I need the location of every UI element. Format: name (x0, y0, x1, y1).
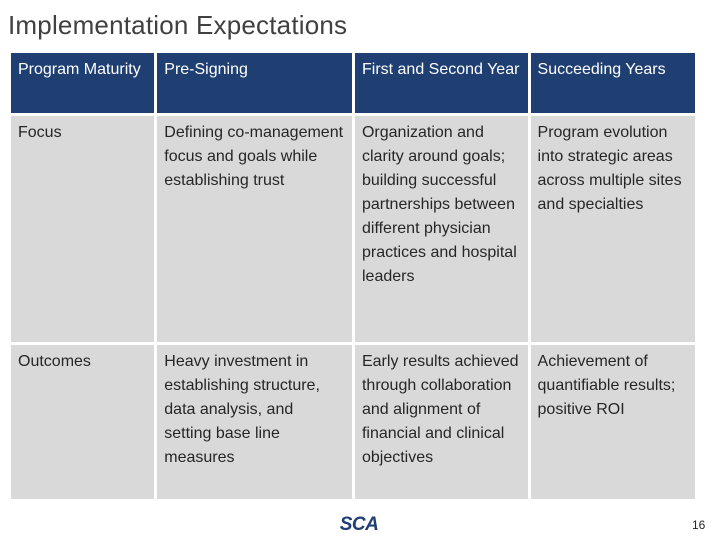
cell-outcomes-first-second-year: Early results achieved through collabora… (354, 345, 528, 499)
implementation-table: Program Maturity Pre-Signing First and S… (8, 50, 698, 502)
row-label-focus: Focus (11, 116, 155, 342)
cell-focus-succeeding-years: Program evolution into strategic areas a… (530, 116, 695, 342)
logo-text: SCA (340, 514, 379, 533)
cell-focus-first-second-year: Organization and clarity around goals; b… (354, 116, 528, 342)
sca-logo: SCA (340, 514, 379, 533)
cell-outcomes-succeeding-years: Achievement of quantifiable results; pos… (530, 345, 695, 499)
cell-outcomes-pre-signing: Heavy investment in establishing structu… (157, 345, 352, 499)
table-header-row: Program Maturity Pre-Signing First and S… (11, 53, 695, 113)
row-label-outcomes: Outcomes (11, 345, 155, 499)
header-pre-signing: Pre-Signing (157, 53, 352, 113)
page-number: 16 (692, 518, 706, 532)
header-first-second-year: First and Second Year (354, 53, 528, 113)
header-succeeding-years: Succeeding Years (530, 53, 695, 113)
table-row-focus: Focus Defining co-management focus and g… (11, 116, 695, 342)
cell-focus-pre-signing: Defining co-management focus and goals w… (157, 116, 352, 342)
slide-title: Implementation Expectations (8, 10, 348, 40)
header-program-maturity: Program Maturity (11, 53, 155, 113)
table-row-outcomes: Outcomes Heavy investment in establishin… (11, 345, 695, 499)
